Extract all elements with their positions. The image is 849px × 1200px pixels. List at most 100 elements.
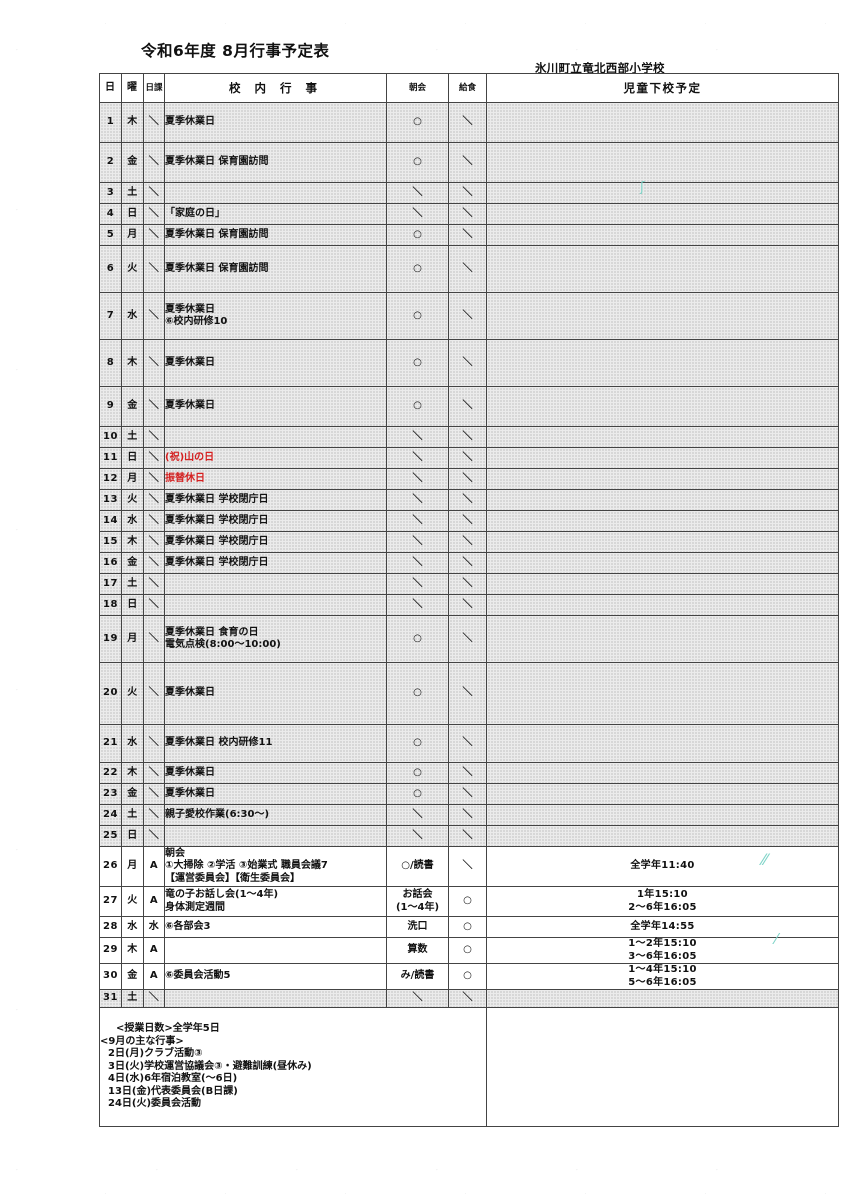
event-line: 夏季休業日 学校閉庁日 bbox=[165, 535, 269, 547]
cell-school-lunch: ＼ bbox=[448, 531, 487, 553]
cell-day: 24 bbox=[99, 804, 122, 826]
cell-day-of-week: 金 bbox=[121, 552, 144, 574]
cell-day: 5 bbox=[99, 224, 122, 246]
morning-assembly-line: ○ bbox=[413, 262, 422, 274]
event-line: 夏季休業日 bbox=[165, 303, 215, 315]
calendar-sheet: 日 曜 日課 校 内 行 事 朝会 給食 児童下校予定 1 木 ＼ 夏季休業日 ○ ＼ 2 金… bbox=[99, 73, 839, 1127]
note-line: 13日(金)代表委員会(B日課) bbox=[108, 1085, 238, 1097]
cell-school-events: 夏季休業日 bbox=[164, 783, 387, 805]
morning-assembly-line: ＼ bbox=[412, 577, 423, 589]
cell-daily-schedule: ＼ bbox=[143, 426, 165, 448]
event-line: ⑥委員会活動5 bbox=[165, 970, 231, 982]
event-line: 竜の子お話し会(1～4年) bbox=[165, 889, 279, 900]
cell-morning-assembly: ＼ bbox=[386, 203, 449, 225]
cell-dismissal-time: 1～2年15:10 3～6年16:05 bbox=[486, 937, 839, 964]
cell-morning-assembly: ＼ bbox=[386, 552, 449, 574]
table-body: 1 木 ＼ 夏季休業日 ○ ＼ 2 金 ＼ 夏季休業日 保育園訪問 ○ ＼ 3 土 ＼ ＼ ＼ 4 日 ＼ 「家庭の日」… bbox=[99, 102, 839, 1008]
cell-day: 26 bbox=[99, 846, 122, 887]
morning-assembly-line: ○ bbox=[413, 737, 422, 749]
cell-daily-schedule: ＼ bbox=[143, 531, 165, 553]
table-row: 13 火 ＼ 夏季休業日 学校閉庁日 ＼ ＼ bbox=[99, 489, 839, 511]
cell-school-events bbox=[164, 937, 387, 964]
event-line: 親子愛校作業(6:30～) bbox=[165, 808, 270, 820]
cell-daily-schedule: 水 bbox=[143, 916, 165, 938]
cell-school-lunch: ○ bbox=[448, 916, 487, 938]
cell-daily-schedule: ＼ bbox=[143, 245, 165, 293]
table-row: 29 木 A 算数 ○ 1～2年15:10 3～6年16:05 bbox=[99, 937, 839, 964]
cell-day: 9 bbox=[99, 386, 122, 427]
cell-school-events: 夏季休業日 校内研修11 bbox=[164, 724, 387, 763]
cell-day: 1 bbox=[99, 102, 122, 143]
cell-school-events: 夏季休業日 学校閉庁日 bbox=[164, 531, 387, 553]
cell-school-events: 夏季休業日 学校閉庁日 bbox=[164, 489, 387, 511]
cell-daily-schedule: ＼ bbox=[143, 724, 165, 763]
cell-day-of-week: 月 bbox=[121, 468, 144, 490]
event-line: ①大掃除 ②学活 ③始業式 職員会議7 bbox=[165, 860, 328, 872]
table-row: 24 土 ＼ 親子愛校作業(6:30～) ＼ ＼ bbox=[99, 804, 839, 826]
cell-school-events: 夏季休業日 保育園訪問 bbox=[164, 224, 387, 246]
cell-morning-assembly: ○ bbox=[386, 142, 449, 183]
dismissal-line: 1～2年15:10 bbox=[628, 938, 697, 949]
cell-day: 8 bbox=[99, 339, 122, 387]
cell-day: 17 bbox=[99, 573, 122, 595]
cell-daily-schedule: ＼ bbox=[143, 182, 165, 204]
column-header-dismissal: 児童下校予定 bbox=[486, 73, 839, 103]
cell-dismissal-time: 1年15:10 2～6年16:05 bbox=[486, 886, 839, 917]
cell-daily-schedule: ＼ bbox=[143, 825, 165, 847]
event-line: 夏季休業日 学校閉庁日 bbox=[165, 493, 269, 505]
cell-dismissal-time bbox=[486, 426, 839, 448]
cell-day-of-week: 水 bbox=[121, 510, 144, 532]
cell-day: 21 bbox=[99, 724, 122, 763]
cell-morning-assembly: ○ bbox=[386, 292, 449, 340]
event-line: 夏季休業日 bbox=[165, 787, 215, 799]
event-line: 夏季休業日 bbox=[165, 116, 215, 128]
cell-school-events: 夏季休業日 ⑥校内研修10 bbox=[164, 292, 387, 340]
morning-assembly-line: ＼ bbox=[412, 556, 423, 568]
column-header-day: 日 bbox=[99, 73, 122, 103]
cell-school-lunch: ＼ bbox=[448, 825, 487, 847]
table-header: 日 曜 日課 校 内 行 事 朝会 給食 児童下校予定 bbox=[99, 73, 839, 103]
cell-morning-assembly: ＼ bbox=[386, 426, 449, 448]
note-line: 2日(月)クラブ活動③ bbox=[108, 1048, 203, 1060]
cell-dismissal-time bbox=[486, 825, 839, 847]
cell-day: 22 bbox=[99, 762, 122, 784]
table-row: 23 金 ＼ 夏季休業日 ○ ＼ bbox=[99, 783, 839, 805]
cell-day: 23 bbox=[99, 783, 122, 805]
cell-day-of-week: 日 bbox=[121, 594, 144, 616]
cell-school-lunch: ＼ bbox=[448, 447, 487, 469]
cell-daily-schedule: ＼ bbox=[143, 339, 165, 387]
cell-day-of-week: 日 bbox=[121, 447, 144, 469]
event-line: ⑥校内研修10 bbox=[165, 316, 228, 327]
cell-day: 20 bbox=[99, 662, 122, 725]
table-row: 30 金 A ⑥委員会活動5 み/読書 ○ 1～4年15:10 5～6年16:05 bbox=[99, 963, 839, 990]
morning-assembly-line: ○/読書 bbox=[401, 860, 434, 872]
table-footer: <授業日数>全学年5日 <9月の主な行事> 2日(月)クラブ活動③ 3日(火)学校… bbox=[99, 1007, 839, 1127]
cell-school-events: 「家庭の日」 bbox=[164, 203, 387, 225]
cell-daily-schedule: ＼ bbox=[143, 447, 165, 469]
cell-school-lunch: ○ bbox=[448, 886, 487, 917]
cell-morning-assembly: ＼ bbox=[386, 447, 449, 469]
cell-day: 30 bbox=[99, 963, 122, 990]
cell-daily-schedule: ＼ bbox=[143, 762, 165, 784]
cell-school-lunch: ＼ bbox=[448, 489, 487, 511]
cell-morning-assembly: ＼ bbox=[386, 182, 449, 204]
cell-day-of-week: 月 bbox=[121, 224, 144, 246]
morning-assembly-line: ＼ bbox=[412, 493, 423, 505]
cell-school-lunch: ＼ bbox=[448, 426, 487, 448]
cell-morning-assembly: ＼ bbox=[386, 804, 449, 826]
cell-dismissal-time bbox=[486, 245, 839, 293]
cell-morning-assembly: ○ bbox=[386, 724, 449, 763]
cell-dismissal-time bbox=[486, 662, 839, 725]
cell-daily-schedule: ＼ bbox=[143, 783, 165, 805]
cell-school-lunch: ＼ bbox=[448, 468, 487, 490]
morning-assembly-line: ＼ bbox=[412, 829, 423, 841]
cell-school-lunch: ＼ bbox=[448, 594, 487, 616]
morning-assembly-line: ＼ bbox=[412, 598, 423, 610]
table-row: 28 水水 ⑥各部会3 洗口 ○ 全学年14:55 bbox=[99, 916, 839, 938]
monthly-schedule-table: 日 曜 日課 校 内 行 事 朝会 給食 児童下校予定 1 木 ＼ 夏季休業日 ○ ＼ 2 金… bbox=[99, 73, 839, 1127]
cell-dismissal-time bbox=[486, 594, 839, 616]
cell-morning-assembly: ○ bbox=[386, 615, 449, 663]
table-row: 31 土 ＼ ＼ ＼ bbox=[99, 989, 839, 1008]
cell-morning-assembly: ○ bbox=[386, 102, 449, 143]
dismissal-line: 3～6年16:05 bbox=[628, 950, 697, 962]
